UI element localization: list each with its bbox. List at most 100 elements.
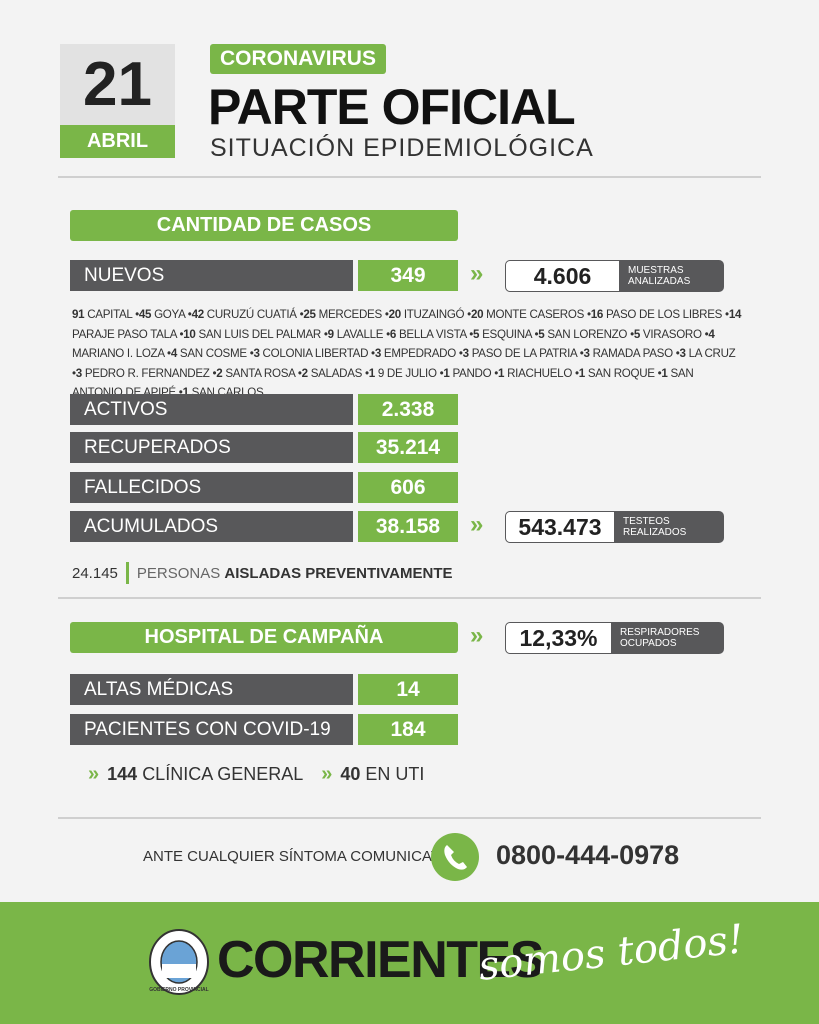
breakdown-count: 91 <box>72 308 85 321</box>
breakdown-item: 3 LA CRUZ <box>673 347 736 360</box>
split-value: 144 <box>107 763 138 784</box>
breakdown-item: 10 SAN LUIS DEL PALMAR <box>177 327 322 341</box>
divider <box>58 176 761 178</box>
respirators-value: 12,33% <box>505 622 612 654</box>
breakdown-place: EMPEDRADO <box>383 347 456 360</box>
breakdown-place: PEDRO R. FERNANDEZ <box>84 366 210 380</box>
phone: 0800-444-0978 <box>496 840 680 870</box>
divider <box>58 597 761 599</box>
seal: GOBIERNO PROVINCIAL <box>149 929 209 995</box>
split-label: CLÍNICA GENERAL <box>142 763 304 784</box>
breakdown-count: 4 <box>708 327 715 341</box>
arrow: » <box>470 511 484 538</box>
stat-label: FALLECIDOS <box>70 472 353 503</box>
stat-label: ACUMULADOS <box>70 511 353 542</box>
breakdown-count: 3 <box>75 366 82 380</box>
breakdown-place: ESQUINA <box>482 327 532 341</box>
breakdown-count: 5 <box>538 327 545 341</box>
cases-title: CANTIDAD DE CASOS <box>70 210 458 241</box>
breakdown-count: 1 <box>368 366 375 380</box>
stat-value: 184 <box>358 714 458 745</box>
breakdown-place: LA CRUZ <box>688 347 736 360</box>
breakdown-item: 4 SAN COSME <box>164 347 247 360</box>
breakdown-item: 1 SAN ROQUE <box>572 367 655 380</box>
breakdown-place: VIRASORO <box>642 327 702 341</box>
breakdown-place: LAVALLE <box>336 327 384 341</box>
breakdown-item: 3 EMPEDRADO <box>368 347 456 360</box>
breakdown-item: 20 ITUZAINGÓ <box>382 308 465 321</box>
samples-label: MUESTRAS ANALIZADAS <box>620 260 724 292</box>
breakdown-item: 25 MERCEDES <box>297 308 383 321</box>
isolated-label-bold: AISLADAS PREVENTIVAMENTE <box>224 564 453 582</box>
breakdown-count: 16 <box>590 308 604 321</box>
breakdown-item: 1 PANDO <box>437 367 492 380</box>
breakdown-place: MERCEDES <box>318 308 383 321</box>
breakdown-count: 1 <box>443 366 450 380</box>
title: PARTE OFICIAL <box>208 79 576 135</box>
breakdown-count: 5 <box>633 327 640 341</box>
breakdown-count: 5 <box>473 327 480 341</box>
breakdown-count: 1 <box>182 386 189 399</box>
breakdown-place: GOYA <box>154 308 185 321</box>
breakdown-place: SAN LUIS DEL PALMAR <box>198 327 321 341</box>
breakdown-count: 9 <box>327 327 334 341</box>
breakdown-item: 3 PEDRO R. FERNANDEZ <box>72 367 210 380</box>
breakdown-item: 91 CAPITAL <box>72 308 132 321</box>
breakdown-place: SAN COSME <box>179 347 247 360</box>
breakdown-place: SAN LORENZO <box>547 327 628 341</box>
month: ABRIL <box>60 125 175 158</box>
stat-label: ACTIVOS <box>70 394 353 425</box>
breakdown-item: 20 MONTE CASEROS <box>464 308 584 321</box>
breakdown-item: 3 PASO DE LA PATRIA <box>456 347 577 360</box>
breakdown-count: 14 <box>728 308 742 321</box>
breakdown-place: PANDO <box>452 366 492 380</box>
breakdown-item: 3 COLONIA LIBERTAD <box>247 347 369 360</box>
stat-value: 35.214 <box>358 432 458 463</box>
hospital-title: HOSPITAL DE CAMPAÑA <box>70 622 458 653</box>
new-value: 349 <box>358 260 458 291</box>
arrow: » <box>470 622 484 649</box>
day: 21 <box>60 44 175 125</box>
stat-label: RECUPERADOS <box>70 432 353 463</box>
breakdown-place: MARIANO I. LOZA <box>72 347 165 360</box>
breakdown-count: 20 <box>470 308 484 321</box>
stat-value: 606 <box>358 472 458 503</box>
isolated-label: PERSONAS <box>136 564 221 582</box>
split-value: 40 <box>340 763 361 784</box>
arrow: » <box>470 260 484 287</box>
divider <box>58 817 761 819</box>
breakdown-place: 9 DE JULIO <box>377 366 437 380</box>
brand: CORRIENTES <box>217 931 544 989</box>
stat-label: PACIENTES CON COVID-19 <box>70 714 353 745</box>
breakdown-place: SANTA ROSA <box>225 366 295 380</box>
breakdown-place: ITUZAINGÓ <box>403 308 465 321</box>
breakdown-place: RIACHUELO <box>507 366 573 380</box>
breakdown-item: 45 GOYA <box>132 308 185 321</box>
tests-value: 543.473 <box>505 511 615 543</box>
breakdown-count: 2 <box>216 366 223 380</box>
tag: CORONAVIRUS <box>210 44 386 74</box>
breakdown-item: 2 SANTA ROSA <box>210 366 296 380</box>
breakdown-count: 4 <box>170 347 177 360</box>
breakdown-item: 5 SAN LORENZO <box>532 328 628 341</box>
breakdown-count: 3 <box>253 347 260 360</box>
breakdown-item: 2 SALADAS <box>295 367 362 380</box>
breakdown-count: 3 <box>374 347 381 360</box>
breakdown-place: COLONIA LIBERTAD <box>262 347 369 360</box>
seal-text: GOBIERNO PROVINCIAL <box>149 987 208 993</box>
breakdown-item: 5 ESQUINA <box>466 327 532 341</box>
breakdown-count: 6 <box>389 327 397 341</box>
breakdown-count: 25 <box>303 308 316 321</box>
breakdown-item: 3 RAMADA PASO <box>577 347 673 360</box>
breakdown-count: 1 <box>578 366 585 380</box>
breakdown-item: 42 CURUZÚ CUATIÁ <box>185 308 297 321</box>
new-label: NUEVOS <box>70 260 353 291</box>
stat-value: 14 <box>358 674 458 705</box>
breakdown-place: PARAJE PASO TALA <box>72 327 177 341</box>
breakdown-count: 10 <box>183 327 196 341</box>
breakdown-place: SAN ROQUE <box>587 366 655 380</box>
breakdown-count: 3 <box>583 347 590 360</box>
breakdown-count: 3 <box>462 347 469 360</box>
